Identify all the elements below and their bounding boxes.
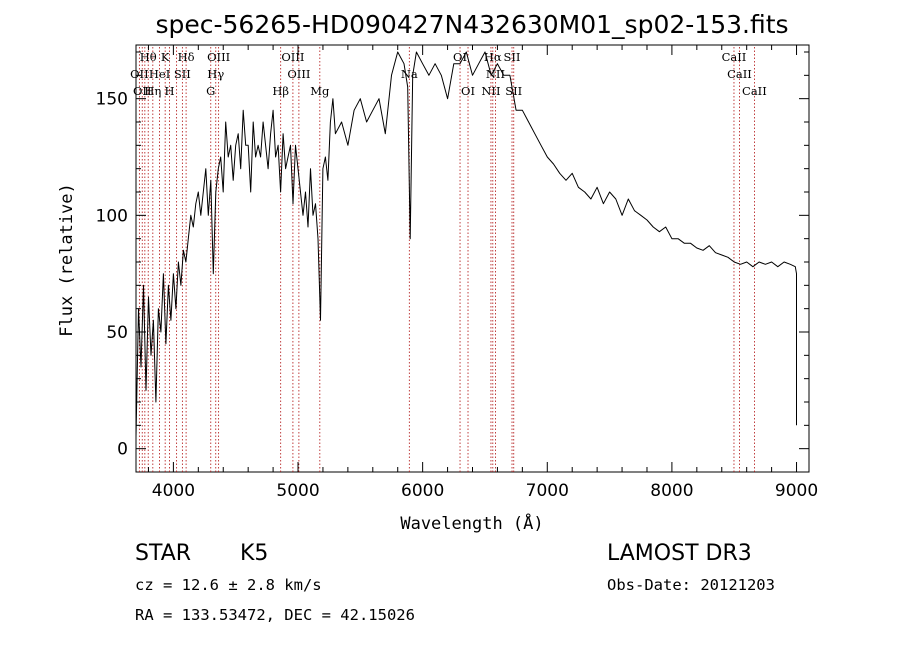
line-label-1-6: NII <box>486 67 505 81</box>
x-tick-label-9000: 9000 <box>775 481 818 501</box>
line-label-0-5: OI <box>453 50 467 64</box>
y-tick-label-100: 100 <box>96 206 128 226</box>
line-label-1-3: Hγ <box>207 67 224 81</box>
line-label-0-6: Hα <box>484 50 502 64</box>
x-tick-label-8000: 8000 <box>650 481 693 501</box>
coordinates-readout: RA = 133.53472, DEC = 42.15026 <box>135 606 415 624</box>
y-tick-label-150: 150 <box>96 90 128 110</box>
line-label-2-0: OII <box>133 84 152 98</box>
line-label-2-3: G <box>206 84 215 98</box>
x-axis-label: Wavelength (Å) <box>400 512 543 534</box>
line-label-2-6: OI <box>461 84 475 98</box>
line-label-2-4: Hβ <box>272 84 289 98</box>
spectrum-series <box>135 51 797 438</box>
line-label-0-0: Hθ <box>140 50 157 64</box>
line-label-1-4: OIII <box>287 67 310 81</box>
object-subclass: K5 <box>240 541 268 566</box>
y-tick-label-0: 0 <box>117 440 128 460</box>
observation-date: Obs-Date: 20121203 <box>607 576 775 594</box>
x-axis-ticks: 4000 5000 6000 7000 8000 9000 <box>147 45 818 501</box>
line-label-2-9: CaII <box>742 84 767 98</box>
chart-title: spec-56265-HD090427N432630M01_sp02-153.f… <box>155 10 788 39</box>
x-tick-label-4000: 4000 <box>152 481 195 501</box>
plot-frame <box>135 44 810 473</box>
line-label-2-1: Hη <box>144 84 161 98</box>
line-label-1-0: OII <box>130 67 149 81</box>
line-label-1-5: Na <box>401 67 418 81</box>
x-tick-label-7000: 7000 <box>526 481 569 501</box>
line-label-2-2: H <box>165 84 175 98</box>
line-label-0-3: OIII <box>207 50 230 64</box>
line-label-0-7: SII <box>504 50 521 64</box>
y-axis-ticks: 0 50 100 150 <box>96 51 809 460</box>
line-label-1-2: SII <box>174 67 191 81</box>
line-markers <box>138 47 755 472</box>
line-label-0-2: Hδ <box>178 50 195 64</box>
line-label-0-8: CaII <box>722 50 747 64</box>
line-label-0-1: K <box>161 50 170 64</box>
redshift-readout: cz = 12.6 ± 2.8 km/s <box>135 576 322 594</box>
line-label-1-7: CaII <box>727 67 752 81</box>
line-label-2-8: SII <box>505 84 522 98</box>
object-class: STAR <box>135 541 191 566</box>
y-tick-label-50: 50 <box>106 323 128 343</box>
line-label-2-7: NII <box>481 84 500 98</box>
line-label-2-5: Mg <box>310 84 330 98</box>
line-label-1-1: HeI <box>149 67 170 81</box>
series-flux-line <box>135 51 797 438</box>
survey-name: LAMOST DR3 <box>607 541 752 566</box>
line-label-0-4: OIII <box>281 50 304 64</box>
x-tick-label-6000: 6000 <box>401 481 444 501</box>
y-axis-label: Flux (relative) <box>57 183 77 337</box>
x-tick-label-5000: 5000 <box>276 481 319 501</box>
